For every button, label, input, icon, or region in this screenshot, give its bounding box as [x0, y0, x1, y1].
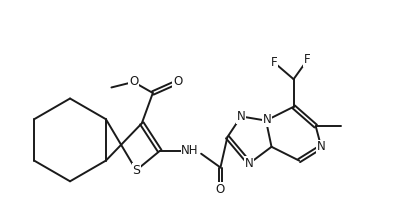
Text: N: N — [236, 110, 245, 123]
Text: O: O — [173, 75, 182, 88]
Text: O: O — [128, 75, 138, 88]
Text: NH: NH — [181, 144, 198, 157]
Text: N: N — [262, 113, 271, 126]
Text: S: S — [132, 164, 140, 177]
Text: N: N — [244, 157, 253, 170]
Text: O: O — [215, 183, 225, 196]
Text: N: N — [316, 140, 325, 153]
Text: F: F — [271, 56, 277, 69]
Text: F: F — [304, 53, 310, 66]
